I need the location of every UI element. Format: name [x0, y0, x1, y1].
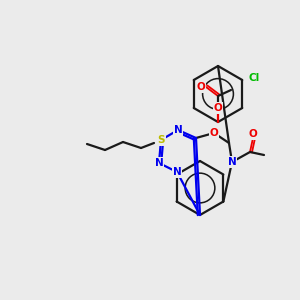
- Text: O: O: [214, 103, 222, 113]
- Text: N: N: [174, 125, 182, 135]
- Text: S: S: [157, 135, 165, 145]
- Text: N: N: [154, 158, 164, 168]
- Text: N: N: [172, 167, 182, 177]
- Text: O: O: [210, 128, 218, 138]
- Text: O: O: [249, 129, 257, 139]
- Text: O: O: [196, 82, 206, 92]
- Text: N: N: [228, 157, 236, 167]
- Text: Cl: Cl: [249, 73, 260, 83]
